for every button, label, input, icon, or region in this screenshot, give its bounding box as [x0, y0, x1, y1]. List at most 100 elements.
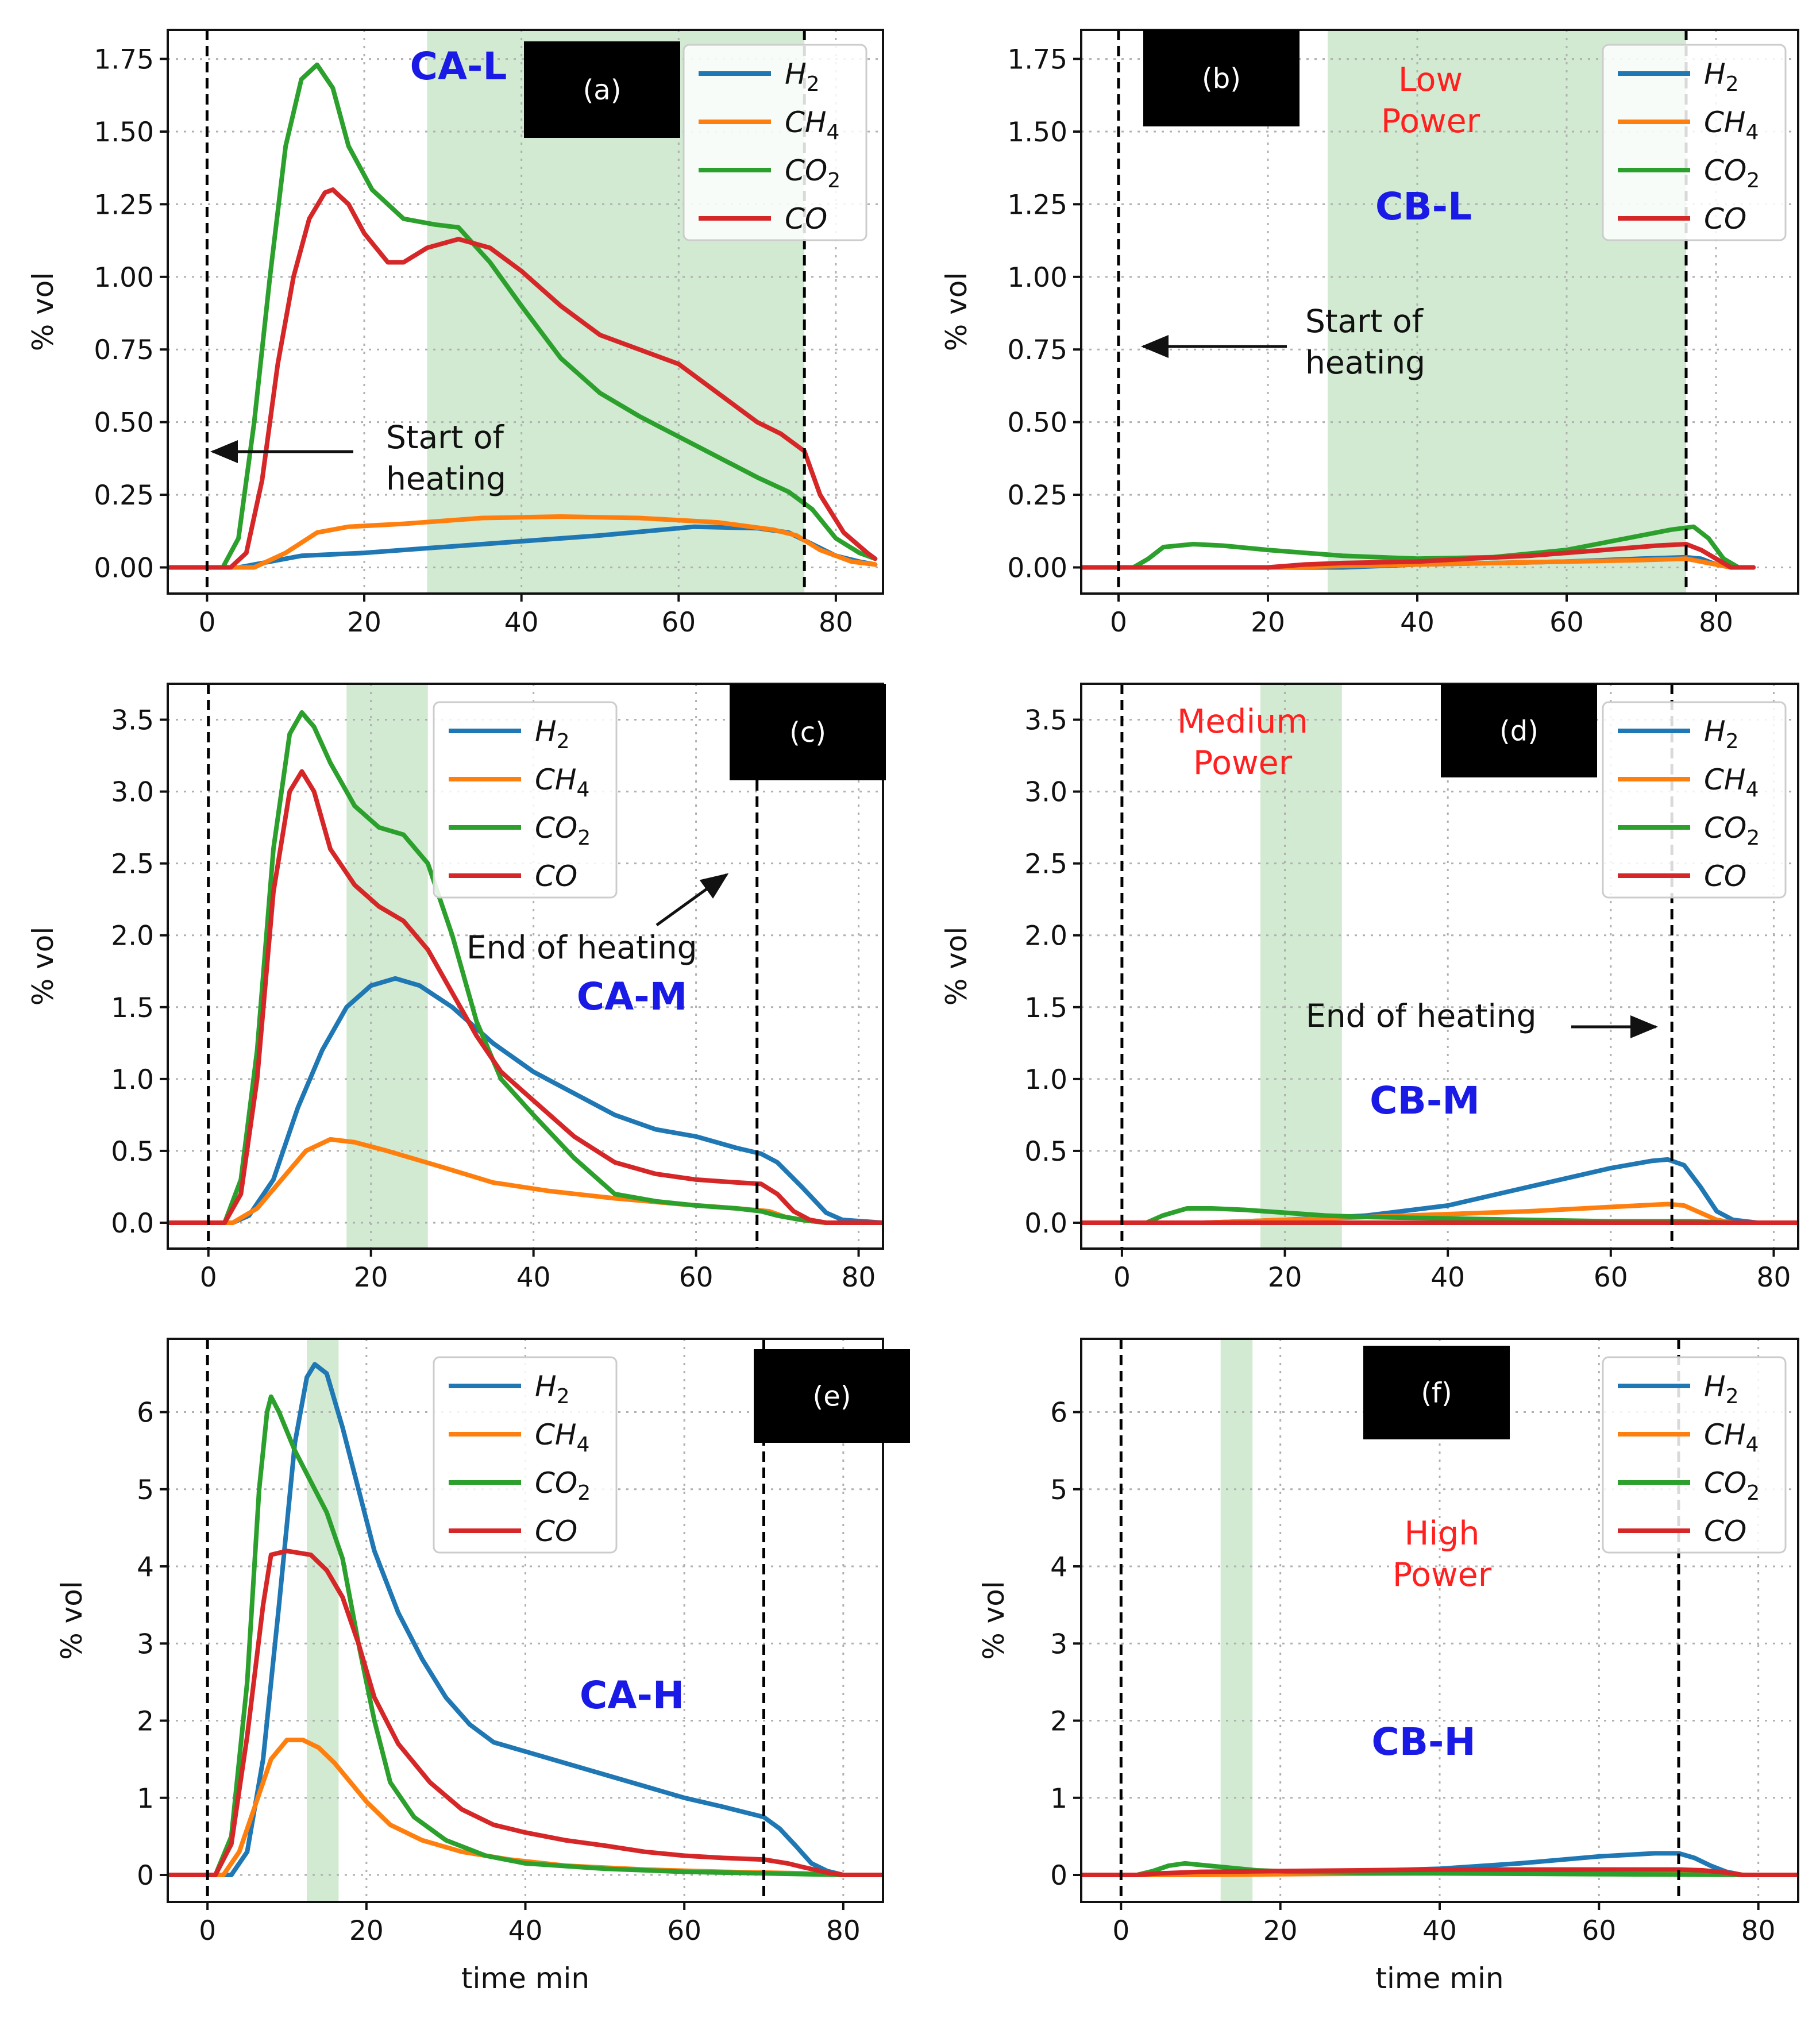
y-tick-label: 2	[1050, 1706, 1067, 1738]
series-line-co2	[168, 1394, 883, 1877]
y-tick-label: 1.25	[1007, 189, 1067, 221]
legend-label-co2: CO2	[1704, 154, 1760, 192]
sample-code-label: CB-M	[1370, 1079, 1480, 1123]
y-tick-label: 1.50	[94, 117, 154, 148]
x-tick-label: 80	[842, 1262, 876, 1293]
heating-annotation: heating	[386, 460, 506, 497]
power-label-line-1: Medium	[1177, 703, 1308, 741]
legend	[433, 1356, 618, 1554]
x-tick-label: 80	[1757, 1262, 1791, 1293]
series-line-ch4	[168, 514, 878, 570]
y-tick-label: 2.5	[111, 849, 154, 880]
y-tick-label: 0	[1050, 1860, 1067, 1892]
y-tick-label: 1.75	[1007, 44, 1067, 76]
x-tick-label: 0	[1112, 1915, 1129, 1947]
y-tick-label: 0.50	[1007, 407, 1067, 439]
y-tick-label: 3	[1050, 1628, 1067, 1660]
panel-tag: (d)	[1499, 715, 1538, 748]
power-label-line-2: Power	[1193, 744, 1293, 782]
y-tick-label: 1.25	[94, 189, 154, 221]
heating-shade	[346, 684, 428, 1249]
y-tick-label: 0.0	[1024, 1208, 1067, 1239]
heating-annotation: Start of	[386, 419, 504, 456]
legend-label-co2: CO2	[785, 154, 840, 192]
legend-label-co: CO	[1704, 860, 1746, 893]
y-tick-label: 3.5	[1024, 705, 1067, 737]
y-tick-label: 0.00	[1007, 552, 1067, 584]
x-tick-label: 40	[508, 1915, 543, 1947]
x-tick-label: 0	[199, 1915, 216, 1947]
y-tick-label: 0.00	[94, 552, 154, 584]
legend-label-co: CO	[535, 860, 577, 893]
legend-label-ch4: CH4	[535, 763, 589, 802]
panel-tag-box	[1143, 30, 1300, 126]
panel-tag-box	[1441, 684, 1597, 777]
legend-label-ch4: CH4	[1704, 1418, 1759, 1457]
legend-label-co2: CO2	[1704, 811, 1760, 850]
panel-tag-box	[1363, 1346, 1510, 1439]
legend-label-h2: H2	[535, 715, 570, 753]
y-axis-label: % vol	[26, 927, 60, 1006]
x-tick-label: 60	[1594, 1262, 1628, 1293]
sample-code-label: CA-L	[410, 44, 507, 88]
x-tick-label: 0	[1110, 607, 1127, 638]
series-line-h2	[168, 1362, 883, 1877]
legend	[1602, 1356, 1787, 1554]
x-tick-label: 40	[1422, 1915, 1457, 1947]
panel-tag: (b)	[1202, 63, 1241, 95]
x-tick-label: 60	[1582, 1915, 1616, 1947]
sample-code-label: CB-H	[1371, 1720, 1475, 1764]
x-tick-label: 60	[667, 1915, 701, 1947]
y-tick-label: 2.0	[1024, 921, 1067, 952]
series-line-co	[168, 1549, 883, 1877]
annotation-arrow	[655, 873, 729, 927]
series-line-co2	[1081, 1861, 1798, 1877]
series-line-h2	[168, 976, 883, 1225]
panel-e: 0 20 40 60 80 0 1 2 3 4 5 6 % vol time min (e) CA-H H2 CH…	[55, 1338, 910, 1995]
y-tick-label: 3.0	[1024, 777, 1067, 808]
y-tick-label: 2.0	[111, 921, 154, 952]
legend	[682, 44, 867, 241]
x-tick-label: 80	[1699, 607, 1733, 638]
x-tick-label: 20	[354, 1262, 388, 1293]
x-tick-label: 0	[200, 1262, 217, 1293]
y-tick-label: 2.5	[1024, 849, 1067, 880]
y-tick-label: 1	[1050, 1783, 1067, 1815]
panel-f: 0 20 40 60 80 0 1 2 3 4 5 6 % vol time min (f) CB-H High…	[977, 1338, 1799, 1995]
series-line-co2	[168, 710, 883, 1225]
panel-tag: (f)	[1421, 1377, 1452, 1409]
panel-tag: (a)	[583, 74, 622, 106]
y-tick-label: 5	[1050, 1474, 1067, 1506]
legend	[1602, 44, 1787, 241]
x-tick-label: 80	[819, 607, 853, 638]
y-tick-label: 1.5	[111, 992, 154, 1024]
plot-frame	[167, 29, 884, 595]
power-label-line-2: Power	[1393, 1556, 1492, 1594]
y-tick-label: 6	[1050, 1397, 1067, 1429]
legend-label-h2: H2	[1704, 1370, 1739, 1408]
legend-label-co2: CO2	[535, 811, 591, 850]
legend-label-ch4: CH4	[1704, 106, 1759, 144]
legend-label-ch4: CH4	[1704, 763, 1759, 802]
x-tick-label: 0	[1113, 1262, 1131, 1293]
y-tick-label: 3.5	[111, 705, 154, 737]
x-axis-label: time min	[461, 1962, 589, 1995]
x-tick-label: 80	[1741, 1915, 1776, 1947]
heating-annotation: End of heating	[1306, 998, 1537, 1034]
y-tick-label: 1.00	[94, 262, 154, 294]
y-tick-label: 0.5	[111, 1136, 154, 1168]
series-line-ch4	[1081, 556, 1756, 570]
y-axis-label: % vol	[940, 272, 973, 351]
heating-annotation: heating	[1305, 344, 1425, 381]
y-tick-label: 0.75	[94, 334, 154, 366]
panel-tag: (c)	[789, 717, 826, 749]
y-tick-label: 0	[137, 1860, 154, 1892]
heating-shade	[1260, 684, 1342, 1249]
legend-label-co: CO	[535, 1515, 577, 1548]
panel-tag: (e)	[813, 1381, 851, 1413]
y-axis-label: % vol	[55, 1581, 88, 1659]
panel-tag-box	[754, 1349, 910, 1443]
x-tick-label: 60	[1549, 607, 1584, 638]
series-line-co2	[168, 62, 878, 570]
